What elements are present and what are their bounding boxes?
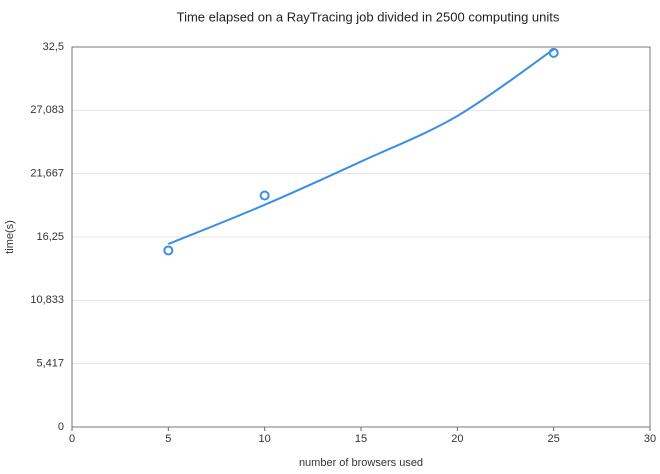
x-tick-label: 25 xyxy=(548,433,560,445)
x-tick-label: 5 xyxy=(165,433,171,445)
y-tick-label: 5,417 xyxy=(36,358,64,370)
trend-line xyxy=(167,48,555,245)
y-tick-label: 21,667 xyxy=(30,168,64,180)
chart-title: Time elapsed on a RayTracing job divided… xyxy=(177,9,560,24)
x-axis-title: number of browsers used xyxy=(299,457,423,469)
x-tick-label: 30 xyxy=(644,433,656,445)
data-point xyxy=(259,190,270,201)
y-tick-label: 32,5 xyxy=(43,41,64,53)
x-tick-label: 10 xyxy=(259,433,271,445)
y-axis-title: time(s) xyxy=(4,220,16,254)
x-tick-label: 0 xyxy=(69,433,75,445)
x-tick-label: 20 xyxy=(451,433,463,445)
y-tick-label: 10,833 xyxy=(30,294,64,306)
y-tick-label: 16,25 xyxy=(36,231,64,243)
plot-frame xyxy=(71,46,651,428)
y-tick-label: 27,083 xyxy=(30,104,64,116)
y-tick-label: 0 xyxy=(58,421,64,433)
x-tick-label: 15 xyxy=(355,433,367,445)
data-point xyxy=(163,245,174,256)
